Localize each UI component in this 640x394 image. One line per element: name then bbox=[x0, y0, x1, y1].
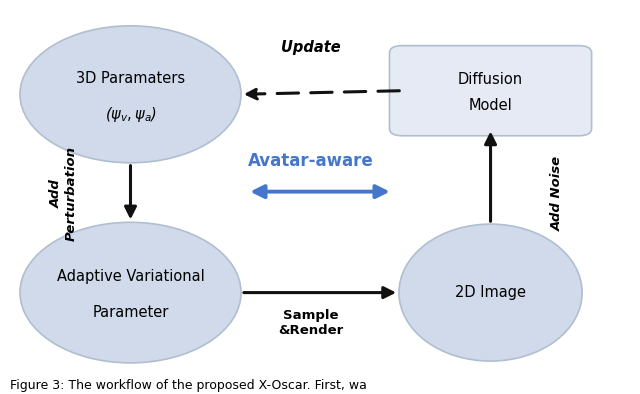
Text: Sample
&Render: Sample &Render bbox=[278, 309, 343, 337]
Text: Adaptive Variational: Adaptive Variational bbox=[56, 269, 204, 284]
Text: Diffusion: Diffusion bbox=[458, 72, 523, 87]
Text: Update: Update bbox=[281, 40, 340, 55]
Ellipse shape bbox=[20, 26, 241, 163]
Text: Add Noise: Add Noise bbox=[550, 156, 563, 231]
Text: ($\psi_v,\psi_a$): ($\psi_v,\psi_a$) bbox=[104, 105, 156, 124]
FancyBboxPatch shape bbox=[390, 46, 591, 136]
Text: Parameter: Parameter bbox=[92, 305, 169, 320]
Text: Add
Perturbation: Add Perturbation bbox=[50, 146, 78, 241]
Text: 3D Paramaters: 3D Paramaters bbox=[76, 71, 185, 85]
Text: Avatar-aware: Avatar-aware bbox=[248, 152, 373, 170]
Text: Figure 3: The workflow of the proposed X-Oscar. First, wa: Figure 3: The workflow of the proposed X… bbox=[10, 379, 367, 392]
Ellipse shape bbox=[20, 222, 241, 363]
Text: Model: Model bbox=[468, 98, 513, 113]
Text: 2D Image: 2D Image bbox=[455, 285, 526, 300]
Ellipse shape bbox=[399, 224, 582, 361]
